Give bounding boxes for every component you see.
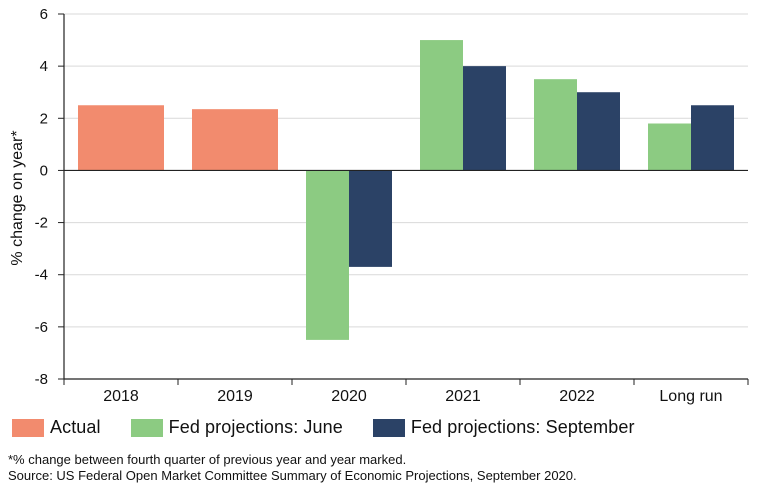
bar-2020-september: [349, 170, 392, 267]
x-tick-label: 2018: [103, 388, 139, 405]
bar-long-run-september: [691, 105, 734, 171]
bars: [78, 40, 734, 340]
legend-label-actual: Actual: [50, 417, 101, 437]
y-tick-label: -8: [35, 371, 48, 388]
y-tick-label: 6: [40, 6, 48, 23]
y-tick-label: -2: [35, 215, 48, 232]
y-tick-label: -4: [35, 267, 48, 284]
bar-long-run-june: [648, 123, 691, 171]
bar-2020-june: [306, 170, 349, 340]
legend-item-actual: Actual: [12, 417, 101, 438]
y-axis-label: % change on year*: [9, 130, 26, 265]
legend-item-september: Fed projections: September: [372, 417, 635, 438]
footnote-definition: *% change between fourth quarter of prev…: [8, 452, 407, 467]
legend-item-june: Fed projections: June: [130, 417, 343, 438]
legend-swatch-actual: [12, 418, 44, 437]
x-tick-label: 2021: [445, 388, 481, 405]
y-tick-label: 0: [40, 162, 48, 179]
bar-2021-june: [420, 40, 463, 171]
legend-swatch-june: [130, 418, 163, 437]
footnote-source: Source: US Federal Open Market Committee…: [8, 468, 577, 483]
legend-swatch-september: [372, 418, 405, 437]
bar-2018-actual: [78, 105, 164, 171]
x-tick-label: 2019: [217, 388, 253, 405]
y-tick-label: 4: [40, 58, 48, 75]
gridlines: [64, 13, 748, 380]
bar-2019-actual: [192, 109, 278, 171]
bar-2022-september: [577, 92, 620, 171]
axes: [58, 13, 749, 385]
chart: 6 4 2 0 -2 -4 -6 -8 2018 2019 2020 2021 2022 Long ru…: [9, 6, 749, 405]
legend: Actual Fed projections: June Fed project…: [12, 417, 665, 438]
legend-label-june: Fed projections: June: [168, 417, 343, 437]
y-tick-label: -6: [35, 319, 48, 336]
footnote: *% change between fourth quarter of prev…: [8, 452, 577, 484]
bar-2021-september: [463, 66, 506, 171]
y-tick-labels: 6 4 2 0 -2 -4 -6 -8: [35, 6, 48, 388]
x-tick-label: Long run: [659, 388, 722, 405]
bar-2022-june: [534, 79, 577, 171]
legend-label-september: Fed projections: September: [410, 417, 635, 437]
x-tick-label: 2020: [331, 388, 367, 405]
x-tick-labels: 2018 2019 2020 2021 2022 Long run: [103, 388, 722, 405]
y-tick-label: 2: [40, 110, 48, 127]
x-tick-label: 2022: [559, 388, 595, 405]
